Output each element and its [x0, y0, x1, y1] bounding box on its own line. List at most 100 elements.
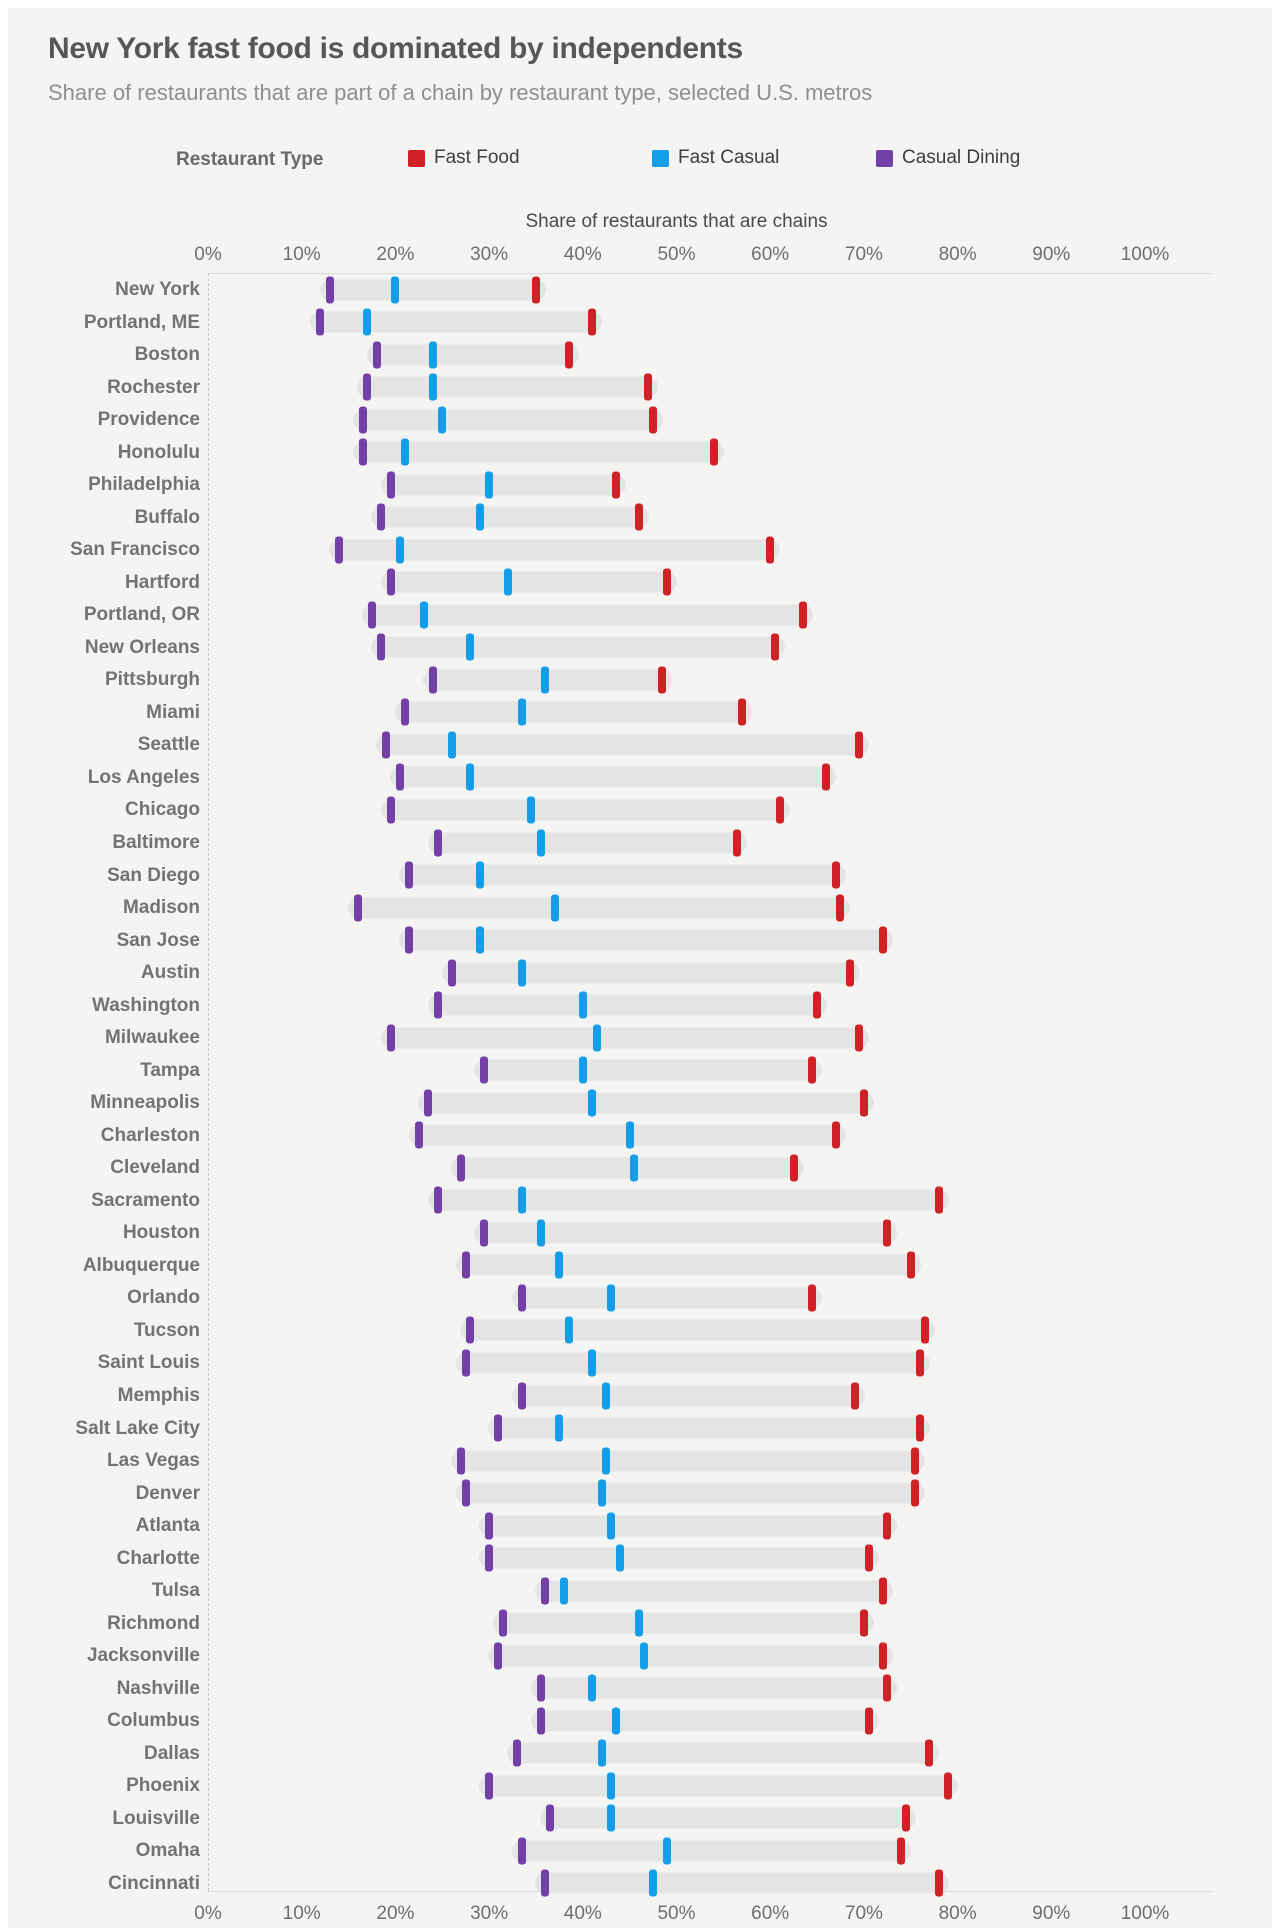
fast-food-marker[interactable] — [813, 991, 822, 1019]
fast-casual-marker[interactable] — [536, 829, 545, 856]
fast-food-marker[interactable] — [878, 926, 887, 954]
fast-casual-marker[interactable] — [597, 1739, 606, 1767]
casual-dining-marker[interactable] — [517, 1837, 526, 1865]
fast-food-marker[interactable] — [934, 1869, 943, 1897]
fast-casual-marker[interactable] — [564, 1316, 573, 1344]
casual-dining-marker[interactable] — [372, 341, 381, 369]
casual-dining-marker[interactable] — [461, 1251, 470, 1279]
fast-casual-marker[interactable] — [428, 341, 437, 369]
fast-food-marker[interactable] — [738, 698, 747, 726]
fast-casual-marker[interactable] — [639, 1642, 648, 1670]
casual-dining-marker[interactable] — [358, 438, 367, 466]
fast-food-marker[interactable] — [766, 536, 775, 564]
fast-food-marker[interactable] — [925, 1739, 934, 1767]
fast-food-marker[interactable] — [733, 829, 742, 856]
fast-casual-marker[interactable] — [550, 894, 559, 922]
fast-food-marker[interactable] — [906, 1251, 915, 1279]
fast-food-marker[interactable] — [944, 1772, 953, 1800]
fast-food-marker[interactable] — [770, 633, 779, 661]
casual-dining-marker[interactable] — [494, 1414, 503, 1442]
fast-food-marker[interactable] — [531, 276, 540, 303]
fast-casual-marker[interactable] — [541, 666, 550, 694]
casual-dining-marker[interactable] — [382, 731, 391, 759]
casual-dining-marker[interactable] — [480, 1219, 489, 1247]
casual-dining-marker[interactable] — [335, 536, 344, 564]
casual-dining-marker[interactable] — [485, 1772, 494, 1800]
casual-dining-marker[interactable] — [499, 1609, 508, 1637]
fast-casual-marker[interactable] — [606, 1804, 615, 1832]
fast-casual-marker[interactable] — [466, 763, 475, 791]
fast-food-marker[interactable] — [855, 731, 864, 759]
fast-casual-marker[interactable] — [391, 276, 400, 303]
fast-casual-marker[interactable] — [606, 1772, 615, 1800]
fast-food-marker[interactable] — [902, 1804, 911, 1832]
casual-dining-marker[interactable] — [367, 601, 376, 629]
fast-casual-marker[interactable] — [616, 1544, 625, 1572]
fast-casual-marker[interactable] — [578, 1056, 587, 1084]
fast-food-marker[interactable] — [564, 341, 573, 369]
fast-food-marker[interactable] — [588, 308, 597, 336]
legend-item-casual-dining[interactable]: Casual Dining — [876, 147, 1020, 169]
fast-food-marker[interactable] — [658, 666, 667, 694]
fast-casual-marker[interactable] — [560, 1577, 569, 1605]
fast-casual-marker[interactable] — [438, 406, 447, 434]
fast-food-marker[interactable] — [934, 1186, 943, 1214]
fast-casual-marker[interactable] — [588, 1349, 597, 1377]
fast-casual-marker[interactable] — [517, 959, 526, 987]
casual-dining-marker[interactable] — [377, 503, 386, 531]
fast-casual-marker[interactable] — [555, 1414, 564, 1442]
fast-food-marker[interactable] — [883, 1219, 892, 1247]
fast-food-marker[interactable] — [775, 796, 784, 824]
casual-dining-marker[interactable] — [456, 1154, 465, 1182]
fast-food-marker[interactable] — [649, 406, 658, 434]
fast-food-marker[interactable] — [855, 1024, 864, 1052]
fast-food-marker[interactable] — [850, 1382, 859, 1410]
casual-dining-marker[interactable] — [325, 276, 334, 303]
fast-casual-marker[interactable] — [396, 536, 405, 564]
casual-dining-marker[interactable] — [541, 1869, 550, 1897]
casual-dining-marker[interactable] — [358, 406, 367, 434]
casual-dining-marker[interactable] — [316, 308, 325, 336]
fast-casual-marker[interactable] — [602, 1382, 611, 1410]
fast-food-marker[interactable] — [878, 1577, 887, 1605]
fast-food-marker[interactable] — [808, 1056, 817, 1084]
casual-dining-marker[interactable] — [447, 959, 456, 987]
fast-casual-marker[interactable] — [606, 1512, 615, 1540]
fast-food-marker[interactable] — [864, 1707, 873, 1735]
fast-casual-marker[interactable] — [466, 633, 475, 661]
fast-food-marker[interactable] — [883, 1512, 892, 1540]
fast-casual-marker[interactable] — [419, 601, 428, 629]
fast-food-marker[interactable] — [798, 601, 807, 629]
fast-casual-marker[interactable] — [536, 1219, 545, 1247]
fast-casual-marker[interactable] — [578, 991, 587, 1019]
fast-food-marker[interactable] — [920, 1316, 929, 1344]
fast-food-marker[interactable] — [897, 1837, 906, 1865]
casual-dining-marker[interactable] — [386, 568, 395, 596]
fast-casual-marker[interactable] — [475, 861, 484, 889]
casual-dining-marker[interactable] — [517, 1382, 526, 1410]
casual-dining-marker[interactable] — [433, 991, 442, 1019]
fast-casual-marker[interactable] — [597, 1479, 606, 1507]
fast-food-marker[interactable] — [878, 1642, 887, 1670]
casual-dining-marker[interactable] — [546, 1804, 554, 1832]
casual-dining-marker[interactable] — [405, 926, 414, 954]
fast-casual-marker[interactable] — [428, 373, 437, 401]
fast-food-marker[interactable] — [864, 1544, 873, 1572]
fast-food-marker[interactable] — [789, 1154, 798, 1182]
fast-food-marker[interactable] — [911, 1447, 920, 1475]
fast-casual-marker[interactable] — [555, 1251, 564, 1279]
casual-dining-marker[interactable] — [386, 796, 395, 824]
fast-casual-marker[interactable] — [606, 1284, 615, 1312]
casual-dining-marker[interactable] — [363, 373, 372, 401]
fast-food-marker[interactable] — [635, 503, 644, 531]
fast-food-marker[interactable] — [836, 894, 845, 922]
fast-casual-marker[interactable] — [503, 568, 512, 596]
casual-dining-marker[interactable] — [480, 1056, 489, 1084]
fast-casual-marker[interactable] — [447, 731, 456, 759]
casual-dining-marker[interactable] — [386, 1024, 395, 1052]
fast-casual-marker[interactable] — [475, 503, 484, 531]
fast-food-marker[interactable] — [916, 1414, 925, 1442]
fast-casual-marker[interactable] — [663, 1837, 672, 1865]
fast-casual-marker[interactable] — [635, 1609, 644, 1637]
casual-dining-marker[interactable] — [513, 1739, 522, 1767]
